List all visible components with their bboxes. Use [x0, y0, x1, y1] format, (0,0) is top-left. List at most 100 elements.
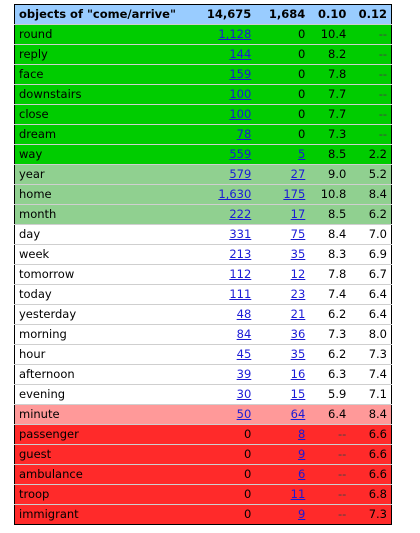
row-c3-cell: -- [338, 427, 347, 441]
row-c1-link[interactable]: 111 [229, 287, 252, 301]
row-word: minute [19, 407, 60, 421]
row-c4-cell: 8.0 [368, 327, 387, 341]
row-c1-link[interactable]: 48 [236, 307, 252, 321]
row-c2-link[interactable]: 23 [290, 287, 306, 301]
row-word: week [19, 247, 50, 261]
row-c2-cell: 35 [255, 345, 309, 365]
row-c1-link[interactable]: 222 [229, 207, 252, 221]
row-c4-cell: 5.2 [368, 167, 387, 181]
row-word: downstairs [19, 87, 82, 101]
row-word: evening [19, 387, 66, 401]
row-c2-link[interactable]: 35 [290, 347, 306, 361]
table-row: minute 50 64 6.4 8.4 [14, 404, 392, 425]
row-c3-cell: 8.2 [328, 47, 347, 61]
row-c2-link[interactable]: 75 [290, 227, 306, 241]
table-row: ambulance 0 6 -- 6.6 [14, 464, 392, 485]
table-row: downstairs 100 0 7.7 -- [14, 84, 392, 105]
row-c2-link[interactable]: 16 [290, 367, 306, 381]
table-row: home 1,630 175 10.8 8.4 [14, 184, 392, 205]
row-c1-link[interactable]: 559 [229, 147, 252, 161]
row-c1-link[interactable]: 50 [236, 407, 252, 421]
row-c1-link[interactable]: 78 [236, 127, 252, 141]
row-word: afternoon [19, 367, 75, 381]
table-row: troop 0 11 -- 6.8 [14, 484, 392, 505]
table-header: objects of "come/arrive" 14,675 1,684 0.… [14, 4, 392, 25]
row-c2-link[interactable]: 21 [290, 307, 306, 321]
row-c1-link[interactable]: 30 [236, 387, 252, 401]
table-row: close 100 0 7.7 -- [14, 104, 392, 125]
row-c1-link[interactable]: 39 [236, 367, 252, 381]
row-c2-link[interactable]: 27 [290, 167, 306, 181]
row-c1-link[interactable]: 159 [229, 67, 252, 81]
table-row: morning 84 36 7.3 8.0 [14, 324, 392, 345]
row-c2-cell: 6 [255, 465, 309, 485]
row-c4-cell: 7.3 [368, 507, 387, 521]
row-c2-link[interactable]: 6 [297, 467, 306, 481]
table-row: way 559 5 8.5 2.2 [14, 144, 392, 165]
row-c1-cell: 30 [180, 385, 255, 405]
row-c2-link[interactable]: 11 [290, 487, 306, 501]
row-c1-link[interactable]: 1,128 [218, 27, 252, 41]
row-c1-cell: 144 [180, 45, 255, 65]
row-c2-link[interactable]: 9 [297, 447, 306, 461]
row-c2-cell: 0 [297, 47, 306, 61]
row-c3-cell: -- [338, 447, 347, 461]
row-c1-link[interactable]: 144 [229, 47, 252, 61]
row-c2-cell: 12 [255, 265, 309, 285]
row-c3-cell: 7.7 [328, 107, 347, 121]
row-word: hour [19, 347, 46, 361]
row-c2-link[interactable]: 15 [290, 387, 306, 401]
row-c1-link[interactable]: 213 [229, 247, 252, 261]
table-row: passenger 0 8 -- 6.6 [14, 424, 392, 445]
row-c1-cell: 39 [180, 365, 255, 385]
row-c2-cell: 175 [255, 185, 309, 205]
table-row: week 213 35 8.3 6.9 [14, 244, 392, 265]
row-c4-cell: 6.6 [368, 467, 387, 481]
row-c2-cell: 17 [255, 205, 309, 225]
row-c2-link[interactable]: 12 [290, 267, 306, 281]
row-c2-link[interactable]: 17 [290, 207, 306, 221]
row-c4-cell: -- [378, 67, 387, 81]
row-c4-cell: 7.0 [368, 227, 387, 241]
row-c2-link[interactable]: 36 [290, 327, 306, 341]
row-c1-link[interactable]: 45 [236, 347, 252, 361]
row-c4-cell: -- [378, 127, 387, 141]
row-c3-cell: 8.3 [328, 247, 347, 261]
row-c3-cell: 7.8 [328, 267, 347, 281]
row-c4-cell: 6.4 [368, 307, 387, 321]
row-word: morning [19, 327, 67, 341]
row-c1-cell: 48 [180, 305, 255, 325]
row-c2-cell: 35 [255, 245, 309, 265]
row-c4-cell: 2.2 [368, 147, 387, 161]
table-row: today 111 23 7.4 6.4 [14, 284, 392, 305]
row-c4-cell: 6.7 [368, 267, 387, 281]
row-c1-link[interactable]: 100 [229, 87, 252, 101]
row-c1-cell: 331 [180, 225, 255, 245]
row-c1-link[interactable]: 579 [229, 167, 252, 181]
table-row: year 579 27 9.0 5.2 [14, 164, 392, 185]
row-c2-link[interactable]: 35 [290, 247, 306, 261]
row-c1-cell: 579 [180, 165, 255, 185]
row-c4-cell: -- [378, 87, 387, 101]
row-c2-link[interactable]: 5 [297, 147, 306, 161]
row-word: tomorrow [19, 267, 75, 281]
table-row: afternoon 39 16 6.3 7.4 [14, 364, 392, 385]
row-c1-link[interactable]: 1,630 [218, 187, 252, 201]
row-c1-link[interactable]: 84 [236, 327, 252, 341]
row-c3-cell: 9.0 [328, 167, 347, 181]
row-c2-link[interactable]: 8 [297, 427, 306, 441]
row-c2-link[interactable]: 64 [290, 407, 306, 421]
row-c3-cell: 8.5 [328, 147, 347, 161]
row-c2-link[interactable]: 9 [297, 507, 306, 521]
row-c2-cell: 75 [255, 225, 309, 245]
row-c4-cell: -- [378, 107, 387, 121]
row-c1-link[interactable]: 331 [229, 227, 252, 241]
row-c3-cell: -- [338, 487, 347, 501]
row-c2-cell: 16 [255, 365, 309, 385]
row-c1-link[interactable]: 112 [229, 267, 252, 281]
row-c1-link[interactable]: 100 [229, 107, 252, 121]
row-c2-link[interactable]: 175 [283, 187, 306, 201]
row-c3-cell: -- [338, 467, 347, 481]
row-c3-cell: 7.4 [328, 287, 347, 301]
row-word: day [19, 227, 41, 241]
